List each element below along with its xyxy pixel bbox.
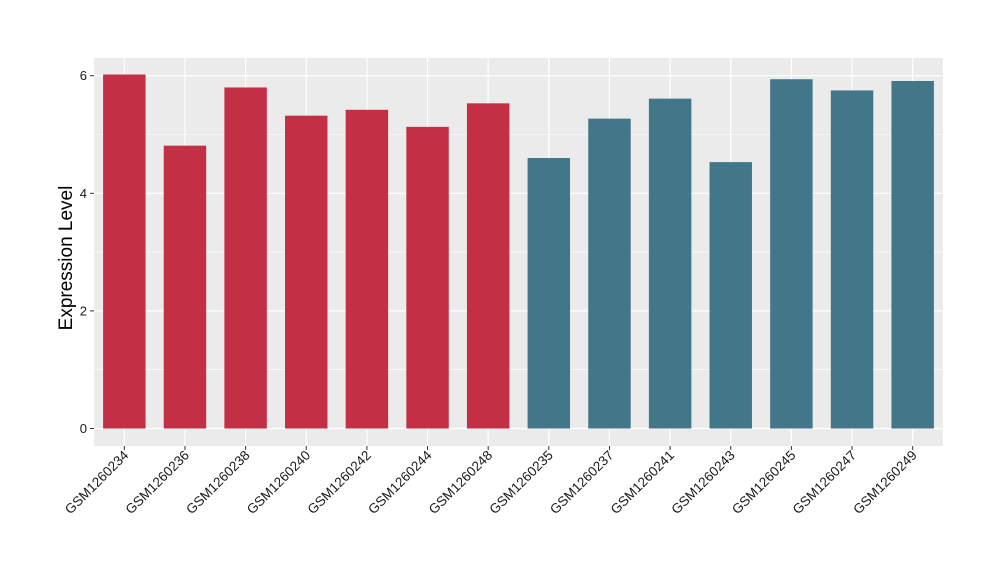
- bar-gsm1260244: [406, 126, 449, 429]
- x-tick-label: GSM1260237: [547, 448, 617, 518]
- x-tick-label: GSM1260247: [790, 448, 860, 518]
- x-tick-label: GSM1260248: [426, 448, 496, 518]
- bar-gsm1260241: [648, 98, 692, 429]
- bar-gsm1260245: [770, 79, 813, 429]
- y-tick-label: 2: [80, 303, 87, 318]
- bar-gsm1260248: [466, 103, 510, 429]
- x-tick-label: GSM1260238: [183, 448, 253, 518]
- bar-gsm1260234: [103, 74, 146, 429]
- bar-gsm1260249: [891, 80, 934, 429]
- x-tick-label: GSM1260240: [244, 448, 314, 518]
- bars: [103, 74, 934, 429]
- bar-gsm1260236: [163, 145, 207, 429]
- x-tick-label: GSM1260245: [729, 448, 799, 518]
- x-axis: GSM1260234GSM1260236GSM1260238GSM1260240…: [62, 446, 920, 517]
- bar-gsm1260235: [527, 158, 571, 429]
- bar-gsm1260237: [588, 118, 631, 429]
- y-axis-title: Expression Level: [56, 186, 77, 331]
- x-tick-label: GSM1260236: [123, 448, 193, 518]
- x-tick-label: GSM1260243: [668, 448, 738, 518]
- x-tick-label: GSM1260235: [486, 448, 556, 518]
- y-axis: 0 2 4 6: [80, 68, 94, 436]
- bar-gsm1260240: [285, 115, 328, 429]
- y-tick-label: 6: [80, 68, 87, 83]
- x-tick-label: GSM1260241: [608, 448, 678, 518]
- y-tick-label: 0: [80, 421, 87, 436]
- bar-gsm1260242: [345, 109, 389, 429]
- x-tick-label: GSM1260249: [850, 448, 920, 518]
- bar-gsm1260247: [830, 90, 874, 429]
- bar-gsm1260243: [709, 162, 752, 429]
- bar-gsm1260238: [224, 87, 267, 429]
- x-tick-label: GSM1260242: [304, 448, 374, 518]
- y-tick-label: 4: [80, 186, 87, 201]
